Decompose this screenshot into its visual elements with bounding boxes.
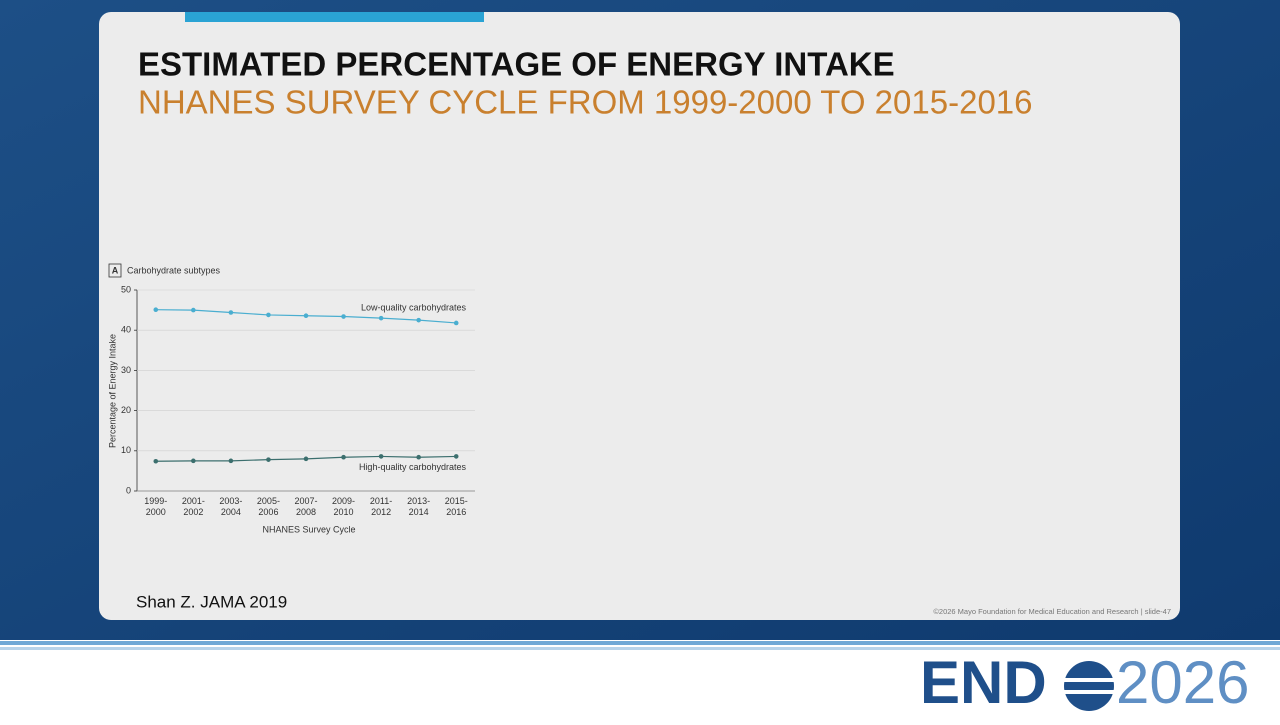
data-point <box>228 458 234 464</box>
x-tick-label: 2015-2016 <box>445 496 468 517</box>
series-label: Low-quality carbohydrates <box>361 302 467 312</box>
y-axis-title: Percentage of Energy Intake <box>107 334 117 448</box>
y-tick-label: 40 <box>121 325 131 335</box>
series-label: High-quality carbohydrates <box>359 462 467 472</box>
footer-note: ©2026 Mayo Foundation for Medical Educat… <box>933 607 1171 616</box>
data-point <box>378 315 384 321</box>
x-tick-label: 2003-2004 <box>219 496 242 517</box>
x-tick-label: 2001-2002 <box>182 496 205 517</box>
data-point <box>303 313 309 319</box>
data-point <box>416 317 421 323</box>
data-point <box>266 312 271 318</box>
chart-title: Carbohydrate subtypes <box>127 265 221 275</box>
data-point <box>191 307 196 313</box>
slide-subtitle: NHANES SURVEY CYCLE FROM 1999-2000 TO 20… <box>138 84 1033 121</box>
data-point <box>153 307 159 312</box>
data-point <box>453 454 459 459</box>
footer-stripe <box>0 647 1280 650</box>
y-tick-label: 30 <box>121 365 131 375</box>
data-point <box>453 320 459 326</box>
data-point <box>153 458 159 464</box>
footer-stripe <box>0 641 1280 645</box>
slide-title: ESTIMATED PERCENTAGE OF ENERGY INTAKE <box>138 46 895 83</box>
y-tick-label: 20 <box>121 405 131 415</box>
x-axis-title: NHANES Survey Cycle <box>262 524 355 534</box>
data-point <box>378 454 384 459</box>
x-tick-label: 2005-2006 <box>257 496 280 517</box>
data-point <box>416 454 421 460</box>
slide-card <box>99 12 1180 620</box>
data-point <box>228 310 234 315</box>
x-tick-label: 2007-2008 <box>294 496 317 517</box>
data-point <box>341 314 346 319</box>
panel-label: A <box>112 265 119 275</box>
citation: Shan Z. JAMA 2019 <box>136 592 287 611</box>
x-tick-label: 2009-2010 <box>332 496 355 517</box>
logo-globe <box>1064 661 1114 711</box>
logo-text: 2026 <box>1116 649 1249 716</box>
logo-text: END <box>920 649 1047 716</box>
data-point <box>191 458 196 464</box>
x-tick-label: 1999-2000 <box>144 496 167 517</box>
data-point <box>341 454 346 460</box>
panel-box <box>108 263 122 278</box>
y-tick-label: 50 <box>121 284 131 294</box>
data-point <box>266 457 271 462</box>
x-tick-label: 2011-2012 <box>370 496 392 517</box>
accent-bar <box>185 12 484 22</box>
x-tick-label: 2013-2014 <box>407 496 430 517</box>
y-tick-label: 0 <box>126 485 131 495</box>
y-tick-label: 10 <box>121 445 131 455</box>
data-point <box>303 456 309 462</box>
